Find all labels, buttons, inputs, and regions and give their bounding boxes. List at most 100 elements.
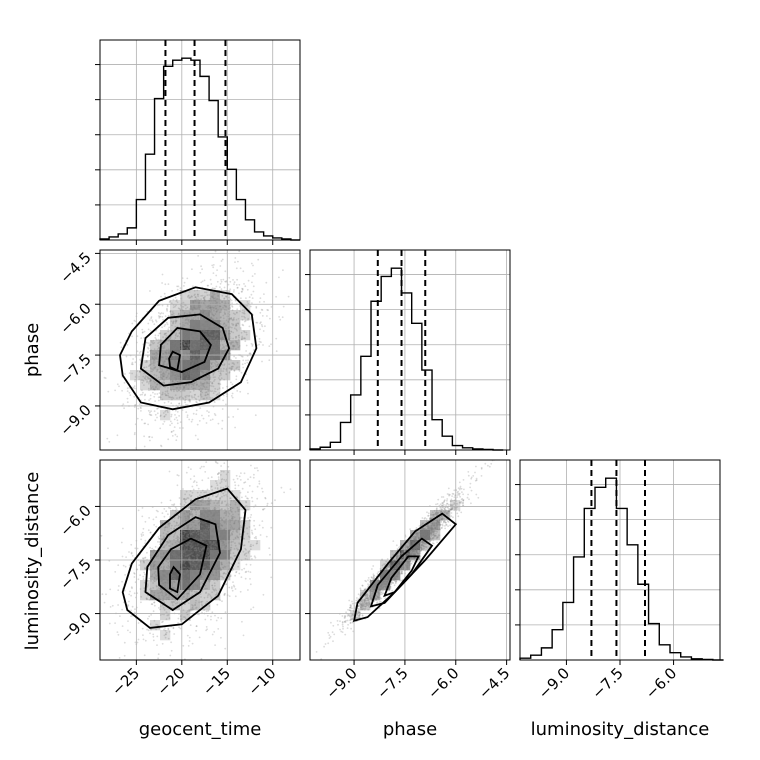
sample-point [215,568,218,571]
sample-point [131,335,134,338]
sample-point [184,395,187,398]
sample-point [169,337,171,340]
sample-point [211,529,213,532]
sample-point [219,330,221,333]
sample-point [189,357,192,360]
sample-point [228,536,231,539]
sample-point [194,602,197,604]
sample-point [175,344,178,347]
sample-point [211,418,214,421]
sample-point [203,522,205,525]
sample-point [139,394,142,396]
sample-point [198,539,201,542]
sample-point [262,330,265,332]
sample-point [157,585,160,588]
sample-point [215,351,217,354]
sample-point [247,589,249,591]
sample-point [195,352,198,355]
sample-point [198,335,201,337]
sample-point [233,317,235,319]
sample-point [132,358,135,360]
sample-point [231,569,234,572]
sample-point [219,344,221,347]
sample-point [209,338,212,340]
sample-point [170,590,173,593]
sample-point [154,366,157,369]
sample-point [196,362,199,364]
sample-point [161,577,163,579]
sample-point [178,375,180,378]
sample-point [116,631,119,633]
sample-point [243,312,246,315]
sample-point [206,323,208,326]
density-cell [210,290,221,301]
sample-point [186,526,189,529]
sample-point [176,549,179,551]
sample-point [251,500,254,503]
sample-point [224,301,227,303]
sample-point [162,562,165,565]
sample-point [184,555,187,558]
sample-point [185,527,188,530]
sample-point [213,309,215,312]
sample-point [167,548,170,551]
sample-point [220,340,223,342]
sample-point [176,594,179,596]
sample-point [168,541,170,544]
sample-point [190,356,193,359]
sample-point [199,550,201,553]
sample-point [195,337,198,339]
sample-point [158,587,161,590]
sample-point [190,563,193,566]
sample-point [205,346,208,349]
sample-point [210,316,213,319]
sample-point [206,508,209,511]
sample-point [198,360,201,363]
sample-point [155,575,158,578]
sample-point [176,536,179,539]
sample-point [168,350,171,353]
sample-point [186,578,189,581]
sample-point [188,400,191,402]
sample-point [145,378,147,381]
sample-point [187,515,190,518]
sample-point [171,503,174,506]
sample-point [200,513,203,515]
sample-point [170,375,172,378]
sample-point [169,396,172,398]
sample-point [184,360,187,362]
sample-point [159,384,162,387]
sample-point [171,590,173,593]
sample-point [143,377,146,380]
sample-point [167,394,170,397]
sample-point [155,338,158,341]
sample-point [189,343,192,345]
sample-point [207,374,210,377]
sample-point [165,544,168,546]
sample-point [152,342,155,345]
sample-point [206,323,209,326]
sample-point [190,527,192,530]
sample-point [210,597,213,600]
sample-point [187,560,190,562]
sample-point [190,609,193,612]
sample-point [191,374,194,377]
sample-point [227,471,230,474]
sample-point [204,347,206,350]
sample-point [160,576,163,579]
sample-point [185,361,188,364]
sample-point [203,330,206,333]
sample-point [191,515,194,518]
sample-point [179,289,182,292]
sample-point [179,309,182,311]
sample-point [189,360,191,363]
sample-point [186,583,189,585]
sample-point [233,327,236,330]
sample-point [204,521,207,524]
sample-point [197,323,200,326]
sample-point [235,554,238,557]
sample-point [164,586,167,589]
sample-point [200,350,203,353]
sample-point [198,613,200,616]
sample-point [214,512,217,514]
